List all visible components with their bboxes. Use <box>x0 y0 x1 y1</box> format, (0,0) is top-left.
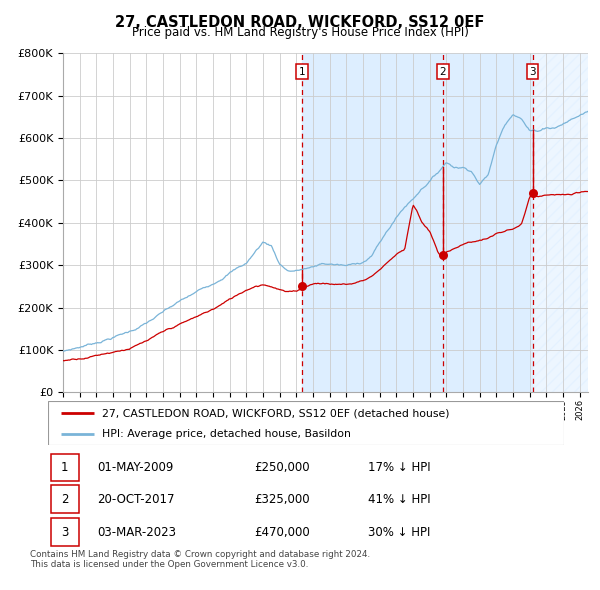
Text: HPI: Average price, detached house, Basildon: HPI: Average price, detached house, Basi… <box>102 428 351 438</box>
FancyBboxPatch shape <box>50 486 79 513</box>
Text: 30% ↓ HPI: 30% ↓ HPI <box>368 526 430 539</box>
Text: 2: 2 <box>440 67 446 77</box>
Text: 03-MAR-2023: 03-MAR-2023 <box>97 526 176 539</box>
Text: 01-MAY-2009: 01-MAY-2009 <box>97 461 173 474</box>
Text: 3: 3 <box>529 67 536 77</box>
Text: Price paid vs. HM Land Registry's House Price Index (HPI): Price paid vs. HM Land Registry's House … <box>131 26 469 39</box>
Text: 17% ↓ HPI: 17% ↓ HPI <box>368 461 431 474</box>
Text: 2: 2 <box>61 493 68 506</box>
FancyBboxPatch shape <box>50 454 79 481</box>
FancyBboxPatch shape <box>50 519 79 546</box>
Text: £250,000: £250,000 <box>254 461 310 474</box>
Text: Contains HM Land Registry data © Crown copyright and database right 2024.
This d: Contains HM Land Registry data © Crown c… <box>30 550 370 569</box>
Text: 27, CASTLEDON ROAD, WICKFORD, SS12 0EF (detached house): 27, CASTLEDON ROAD, WICKFORD, SS12 0EF (… <box>102 408 449 418</box>
Text: 20-OCT-2017: 20-OCT-2017 <box>97 493 175 506</box>
Text: 41% ↓ HPI: 41% ↓ HPI <box>368 493 431 506</box>
Bar <box>533 53 600 392</box>
Text: 27, CASTLEDON ROAD, WICKFORD, SS12 0EF: 27, CASTLEDON ROAD, WICKFORD, SS12 0EF <box>115 15 485 30</box>
Text: £325,000: £325,000 <box>254 493 310 506</box>
Text: 3: 3 <box>61 526 68 539</box>
Text: 1: 1 <box>299 67 305 77</box>
Text: £470,000: £470,000 <box>254 526 310 539</box>
Text: 1: 1 <box>61 461 68 474</box>
Bar <box>302 53 532 392</box>
